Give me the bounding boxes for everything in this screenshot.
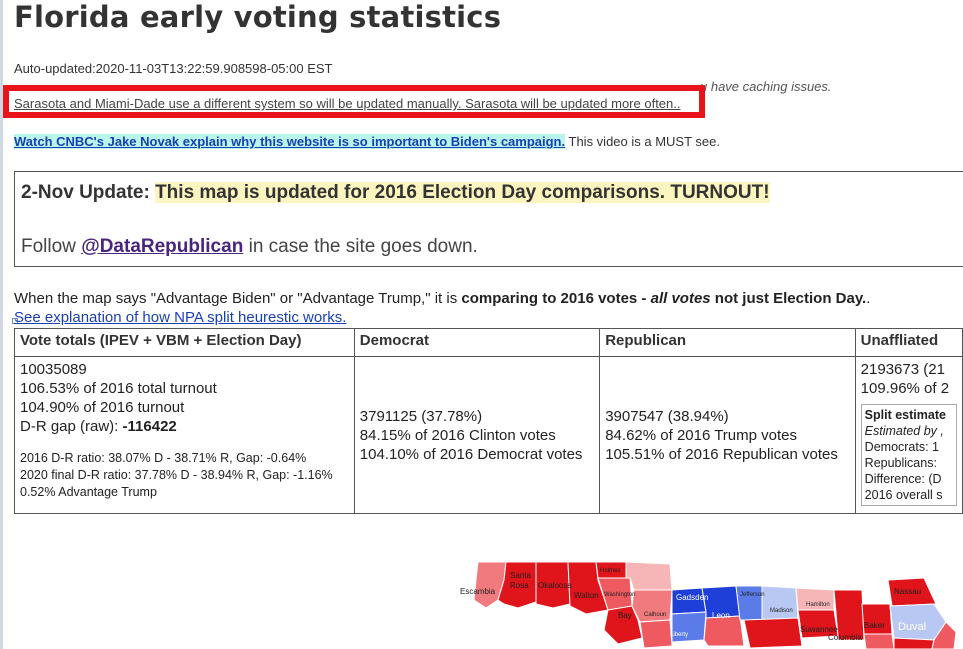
auto-updated-timestamp: Auto-updated:2020-11-03T13:22:59.908598-… (14, 61, 333, 76)
county-label-rosa: Rosa (510, 581, 529, 590)
update-highlight: This map is updated for 2016 Election Da… (155, 182, 770, 203)
header-democrat: Democrat (353, 328, 601, 357)
county-label-gadsden: Gadsden (676, 593, 708, 602)
county-label-washington: Washington (604, 592, 635, 598)
caching-note-visible-end: u have caching issues. (700, 79, 832, 94)
npa-line: See explanation of how NPA split heurest… (14, 309, 346, 326)
county-union[interactable] (863, 633, 895, 649)
data-republican-link[interactable]: @DataRepublican (81, 236, 244, 257)
county-gulf[interactable] (639, 619, 673, 649)
advantage-italic: all votes (650, 290, 711, 307)
pct-2016-turnout: 104.90% of 2016 turnout (20, 399, 185, 416)
manual-update-note: Sarasota and Miami-Dade use a different … (14, 96, 681, 111)
county-st-johns[interactable] (931, 621, 957, 649)
county-label-calhoun: Calhoun (644, 612, 666, 618)
split-overall: 2016 overall s (864, 488, 943, 502)
county-label-columbia: Columbia (828, 633, 862, 642)
advantage-explanation: When the map says "Advantage Biden" or "… (14, 290, 870, 307)
split-estimate-box: Split estimate Estimated by , Democrats:… (860, 404, 957, 506)
republican-pct-trump: 84.62% of 2016 Trump votes (605, 426, 798, 444)
county-label-jefferson: Jefferson (740, 592, 765, 598)
county-wakulla[interactable] (703, 615, 745, 647)
table-row: 10035089 106.53% of 2016 total turnout 1… (14, 356, 963, 514)
county-label-duval: Duval (898, 621, 926, 633)
cnbc-video-link[interactable]: Watch CNBC's Jake Novak explain why this… (14, 134, 566, 149)
county-label-bay: Bay (618, 611, 632, 620)
democrat-pct-clinton: 84.15% of 2016 Clinton votes (359, 426, 556, 444)
county-map-svg[interactable]: Escambia Santa Rosa Okaloosa Walton Holm… (458, 560, 963, 649)
split-difference: Difference: (D (864, 472, 942, 486)
advantage-post: . (866, 290, 871, 307)
unaffiliated-pct-2016: 109.96% of 2 (860, 380, 950, 397)
county-label-hamilton: Hamilton (806, 602, 830, 608)
total-votes: 10035089 (20, 361, 87, 378)
republican-cell: 3907547 (38.94%) 84.62% of 2016 Trump vo… (599, 356, 856, 514)
advantage-value: 0.52% Advantage Trump (20, 485, 157, 499)
follow-prefix: Follow (21, 236, 76, 257)
dr-gap-label: D-R gap (raw): (20, 418, 123, 435)
county-label-suwannee: Suwannee (800, 625, 838, 634)
split-republicans: Republicans: (864, 456, 937, 470)
pct-2016-total-turnout: 106.53% of 2016 total turnout (20, 380, 217, 397)
county-label-escambia: Escambia (460, 587, 496, 596)
ratio-2016: 2016 D-R ratio: 38.07% D - 38.71% R, Gap… (20, 451, 307, 465)
split-estimated-by: Estimated by , (864, 424, 944, 438)
unaffiliated-votes: 2193673 (21 (860, 361, 945, 378)
highlight-annotation-box (3, 85, 705, 118)
florida-county-map[interactable]: Escambia Santa Rosa Okaloosa Walton Holm… (458, 560, 963, 649)
update-heading: 2-Nov Update: This map is updated for 20… (21, 182, 770, 204)
dr-gap: D-R gap (raw): -116422 (20, 417, 349, 436)
vote-totals-table: Vote totals (IPEV + VBM + Election Day) … (14, 328, 963, 514)
anchor-marker (12, 318, 18, 324)
update-prefix: 2-Nov Update: (21, 182, 150, 203)
democrat-cell: 3791125 (37.78%) 84.15% of 2016 Clinton … (353, 356, 601, 514)
follow-suffix: in case the site goes down. (248, 236, 478, 257)
republican-votes: 3907547 (38.94%) (605, 407, 729, 425)
obscured-caching-note: u have caching issues. (700, 79, 880, 94)
cnbc-suffix: This video is a MUST see. (568, 134, 720, 149)
county-nassau[interactable] (887, 577, 937, 607)
county-clay[interactable] (893, 637, 935, 649)
page-title: Florida early voting statistics (14, 0, 502, 34)
header-republican: Republican (599, 328, 856, 357)
county-label-okaloosa: Okaloosa (538, 581, 572, 590)
header-unaffiliated: Unaffliated (854, 328, 963, 357)
county-label-santa: Santa (510, 571, 531, 580)
dr-gap-value: -116422 (122, 418, 177, 435)
follow-line: Follow @DataRepublican in case the site … (21, 236, 478, 258)
split-democrats: Democrats: 1 (864, 440, 940, 454)
democrat-pct-2016: 104.10% of 2016 Democrat votes (359, 445, 583, 463)
npa-explanation-link[interactable]: See explanation of how NPA split heurest… (14, 309, 347, 326)
county-columbia[interactable] (833, 589, 865, 641)
advantage-pre: When the map says "Advantage Biden" or "… (14, 290, 462, 307)
county-madison[interactable] (761, 585, 799, 621)
cnbc-line: Watch CNBC's Jake Novak explain why this… (14, 134, 720, 149)
advantage-bold1: comparing to 2016 votes - (461, 290, 651, 307)
county-label-nassau: Nassau (894, 587, 921, 596)
advantage-bold2: not just Election Day. (710, 290, 867, 307)
county-label-walton: Walton (574, 591, 599, 600)
ratio-2020: 2020 final D-R ratio: 37.78% D - 38.94% … (20, 468, 333, 482)
county-taylor[interactable] (743, 617, 803, 649)
county-label-baker: Baker (864, 621, 885, 630)
county-jackson[interactable] (625, 561, 673, 591)
left-frame-border (0, 0, 3, 649)
democrat-votes: 3791125 (37.78%) (359, 407, 483, 425)
update-box: 2-Nov Update: This map is updated for 20… (14, 171, 963, 267)
split-title: Split estimate (864, 408, 946, 422)
header-vote-totals: Vote totals (IPEV + VBM + Election Day) (14, 328, 355, 357)
county-label-holmes: Holmes (600, 568, 620, 574)
county-label-madison: Madison (770, 608, 793, 614)
republican-pct-2016: 105.51% of 2016 Republican votes (605, 445, 838, 463)
county-label-liberty: Liberty (670, 632, 688, 638)
unaffiliated-cell: 2193673 (21 109.96% of 2 Split estimate … (854, 356, 963, 514)
county-okaloosa[interactable] (535, 561, 571, 609)
totals-cell: 10035089 106.53% of 2016 total turnout 1… (14, 356, 355, 514)
county-label-leon: Leon (712, 611, 730, 620)
table-header-row: Vote totals (IPEV + VBM + Election Day) … (14, 328, 963, 357)
